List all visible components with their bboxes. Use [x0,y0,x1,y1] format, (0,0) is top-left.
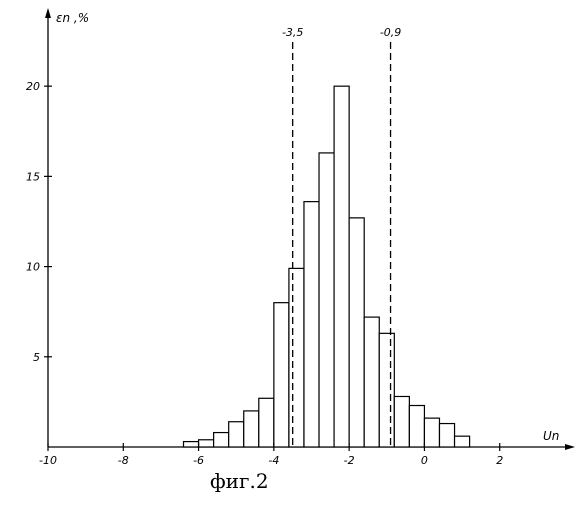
x-tick-label-6: 2 [496,454,503,467]
histogram-bar-0 [184,442,199,447]
histogram-bar-4 [244,411,259,447]
histogram-bar-3 [229,422,244,447]
histogram-bar-1 [199,440,214,447]
reference-line-label-1: -0,9 [380,26,401,39]
histogram-bar-12 [364,317,379,447]
bars-group [184,86,470,447]
y-axis-label: εn ,% [56,11,89,25]
y-tick-label-3: 20 [26,80,40,93]
y-axis-arrow [45,8,51,18]
histogram-bar-13 [379,333,394,447]
y-tick-label-0: 5 [33,351,40,364]
histogram-bar-15 [409,406,424,447]
histogram-bar-16 [424,418,439,447]
x-tick-label-3: -4 [268,454,279,467]
x-axis-label: Un [543,429,559,443]
x-tick-label-4: -2 [344,454,355,467]
x-tick-label-0: -10 [39,454,57,467]
x-tick-label-5: 0 [421,454,428,467]
reference-line-label-0: -3,5 [282,26,303,39]
histogram-bar-17 [439,424,454,447]
histogram-bar-2 [214,433,229,447]
figure-caption: фиг.2 [210,469,269,493]
histogram-bar-8 [304,202,319,447]
y-tick-label-2: 15 [26,170,40,183]
histogram-bar-14 [394,396,409,447]
histogram-bar-18 [455,436,470,447]
histogram-bar-5 [259,398,274,447]
histogram-bar-6 [274,303,289,447]
x-tick-label-1: -8 [118,454,129,467]
histogram-bar-7 [289,268,304,447]
histogram-bar-10 [334,86,349,447]
histogram-bar-11 [349,218,364,447]
x-tick-label-2: -6 [193,454,204,467]
histogram-bar-9 [319,153,334,447]
y-tick-label-1: 10 [26,261,40,274]
x-axis-arrow [565,444,575,450]
